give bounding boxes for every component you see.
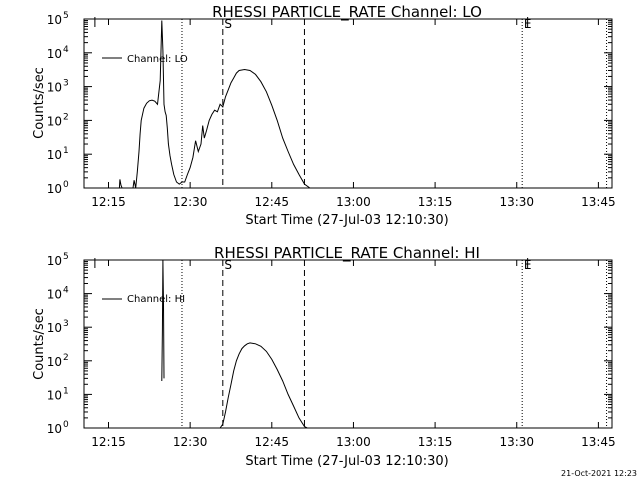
lo-y-tick-exponent: 4 bbox=[63, 45, 69, 55]
hi-x-tick-label: 12:15 bbox=[91, 435, 126, 449]
lo-plot-frame bbox=[83, 18, 613, 189]
lo-channel-panel: RHESSI PARTICLE_RATE Channel: LO Start T… bbox=[32, 3, 616, 228]
hi-x-tick-label: 12:45 bbox=[254, 435, 289, 449]
lo-x-tick-label: 13:30 bbox=[499, 195, 534, 209]
lo-y-tick-exponent: 3 bbox=[63, 79, 69, 89]
lo-y-tick-exponent: 0 bbox=[63, 180, 69, 190]
hi-y-tick-exponent: 1 bbox=[63, 386, 69, 396]
hi-legend-label: Channel: HI bbox=[127, 294, 185, 305]
hi-chart-title: RHESSI PARTICLE_RATE Channel: HI bbox=[214, 244, 480, 263]
lo-y-tick-label: 10 bbox=[47, 47, 62, 61]
hi-y-tick-label: 10 bbox=[47, 288, 62, 302]
lo-y-tick-label: 10 bbox=[47, 81, 62, 95]
lo-chart-title: RHESSI PARTICLE_RATE Channel: LO bbox=[212, 3, 482, 22]
hi-series-line-1 bbox=[219, 342, 308, 429]
hi-x-tick-label: 12:30 bbox=[173, 435, 208, 449]
lo-y-axis-label: Counts/sec bbox=[32, 67, 47, 139]
lo-x-tick-label: 12:30 bbox=[173, 195, 208, 209]
hi-y-tick-exponent: 4 bbox=[63, 286, 69, 296]
lo-series-line-0 bbox=[118, 20, 319, 189]
hi-y-tick-exponent: 5 bbox=[63, 252, 69, 262]
lo-y-tick-exponent: 1 bbox=[63, 146, 69, 156]
lo-y-tick-label: 10 bbox=[47, 114, 62, 128]
lo-x-tick-label: 12:15 bbox=[91, 195, 126, 209]
hi-marker-s: S bbox=[224, 258, 232, 272]
hi-marker-e: E bbox=[524, 258, 532, 272]
lo-y-tick-exponent: 5 bbox=[63, 11, 69, 21]
lo-marker-s: S bbox=[224, 17, 232, 31]
lo-y-tick-exponent: 2 bbox=[63, 112, 69, 122]
lo-y-tick-label: 10 bbox=[47, 148, 62, 162]
hi-y-tick-label: 10 bbox=[47, 321, 62, 335]
hi-plot-frame bbox=[83, 259, 613, 429]
hi-x-tick-label: 13:15 bbox=[418, 435, 453, 449]
lo-y-tick-label: 10 bbox=[47, 13, 62, 27]
hi-x-tick-label: 13:00 bbox=[336, 435, 371, 449]
hi-x-tick-label: 13:30 bbox=[499, 435, 534, 449]
lo-y-tick-label: 10 bbox=[47, 182, 62, 196]
hi-series-line-0 bbox=[161, 259, 165, 382]
hi-y-tick-exponent: 2 bbox=[63, 353, 69, 363]
lo-x-tick-label: 13:00 bbox=[336, 195, 371, 209]
hi-channel-panel: RHESSI PARTICLE_RATE Channel: HI Start T… bbox=[32, 244, 616, 469]
hi-y-tick-label: 10 bbox=[47, 422, 62, 436]
lo-x-tick-label: 13:15 bbox=[418, 195, 453, 209]
hi-y-axis-label: Counts/sec bbox=[32, 308, 47, 380]
hi-y-tick-label: 10 bbox=[47, 388, 62, 402]
hi-y-tick-exponent: 0 bbox=[63, 420, 69, 430]
hi-y-tick-exponent: 3 bbox=[63, 319, 69, 329]
hi-y-tick-label: 10 bbox=[47, 355, 62, 369]
generation-timestamp: 21-Oct-2021 12:23 bbox=[561, 469, 637, 478]
lo-x-axis-label: Start Time (27-Jul-03 12:10:30) bbox=[245, 213, 448, 228]
lo-x-tick-label: 13:45 bbox=[581, 195, 616, 209]
lo-x-tick-label: 12:45 bbox=[254, 195, 289, 209]
hi-x-axis-label: Start Time (27-Jul-03 12:10:30) bbox=[245, 454, 448, 469]
lo-marker-e: E bbox=[524, 17, 532, 31]
lo-legend-label: Channel: LO bbox=[127, 54, 188, 65]
hi-x-tick-label: 13:45 bbox=[581, 435, 616, 449]
hi-y-tick-label: 10 bbox=[47, 254, 62, 268]
